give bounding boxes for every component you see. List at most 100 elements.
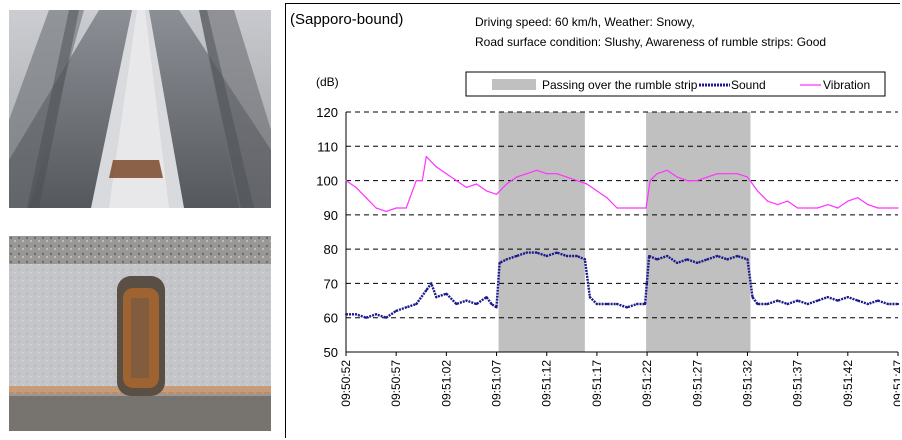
point-vibration-33: [656, 173, 658, 175]
y-tick-label-80: 80: [324, 242, 338, 257]
x-tick-label-7: 09:51:27: [690, 360, 704, 407]
point-sound-51: [796, 299, 799, 302]
point-vibration-40: [726, 173, 728, 175]
legend-shade-swatch: [492, 79, 536, 90]
point-vibration-24: [576, 180, 578, 182]
point-sound-30: [605, 302, 608, 306]
point-sound-8: [425, 289, 428, 292]
y-tick-label-90: 90: [324, 208, 338, 223]
point-vibration-10: [435, 166, 437, 168]
point-sound-14: [475, 302, 478, 306]
point-sound-42: [716, 254, 719, 258]
point-sound-56: [846, 296, 849, 299]
point-vibration-48: [807, 207, 809, 209]
point-sound-3: [375, 313, 378, 316]
point-sound-7: [415, 302, 418, 306]
chart-panel: (Sapporo-bound) Driving speed: 60 km/h, …: [285, 3, 900, 438]
chart-title: (Sapporo-bound): [290, 11, 403, 28]
point-sound-6: [405, 306, 408, 309]
y-tick-label-110: 110: [317, 139, 338, 154]
point-vibration-51: [837, 207, 839, 209]
x-tick-label-1: 09:50:57: [389, 360, 403, 407]
point-vibration-5: [395, 207, 397, 209]
point-sound-50: [786, 302, 789, 306]
point-sound-10: [435, 296, 438, 299]
point-vibration-9: [425, 156, 427, 158]
series-line-sound: [346, 251, 898, 319]
point-vibration-39: [716, 173, 718, 175]
point-vibration-55: [877, 207, 879, 209]
point-vibration-1: [355, 186, 357, 188]
y-tick-label-100: 100: [316, 174, 338, 189]
point-sound-15: [485, 296, 488, 299]
sound-vibration-chart: (Sapporo-bound) Driving speed: 60 km/h, …: [290, 11, 900, 407]
point-vibration-38: [706, 176, 708, 178]
point-sound-49: [776, 299, 779, 302]
point-sound-39: [686, 258, 689, 261]
point-vibration-14: [475, 183, 478, 185]
point-sound-23: [545, 254, 548, 258]
point-vibration-25: [586, 183, 588, 185]
point-sound-5: [395, 309, 398, 312]
point-vibration-4: [385, 210, 387, 212]
y-tick-label-70: 70: [324, 276, 338, 291]
point-vibration-15: [485, 190, 488, 192]
point-sound-16: [490, 302, 493, 306]
x-tick-label-8: 09:51:32: [740, 360, 754, 407]
snowy-road-photo: [9, 10, 271, 208]
point-sound-26: [575, 254, 578, 258]
point-vibration-44: [766, 200, 769, 202]
legend-vibration-label: Vibration: [823, 78, 870, 92]
point-vibration-47: [797, 207, 799, 209]
x-tick-label-11: 09:51:47: [891, 360, 900, 407]
point-sound-9: [430, 282, 433, 285]
point-vibration-12: [455, 180, 457, 182]
point-sound-35: [648, 254, 651, 258]
point-sound-33: [636, 302, 639, 306]
point-vibration-45: [777, 204, 779, 206]
y-axis-unit: (dB): [316, 75, 339, 89]
point-vibration-11: [445, 173, 447, 175]
point-vibration-36: [686, 180, 688, 182]
point-vibration-16: [495, 193, 498, 195]
point-sound-20: [515, 254, 518, 258]
point-vibration-23: [566, 176, 568, 178]
point-vibration-21: [546, 173, 548, 175]
point-sound-11: [445, 292, 448, 295]
point-vibration-17: [506, 183, 508, 185]
legend-sound-label: Sound: [731, 78, 766, 92]
point-vibration-49: [817, 207, 819, 209]
point-sound-18: [498, 261, 501, 264]
x-tick-label-5: 09:51:17: [590, 360, 604, 407]
point-sound-19: [505, 258, 508, 261]
point-sound-24: [555, 251, 558, 254]
point-vibration-57: [897, 207, 899, 209]
point-sound-27: [583, 258, 586, 261]
point-sound-44: [736, 254, 739, 258]
point-vibration-0: [345, 180, 347, 182]
x-tick-label-4: 09:51:12: [540, 360, 554, 407]
y-tick-label-50: 50: [324, 345, 338, 360]
point-vibration-20: [536, 169, 538, 171]
point-vibration-41: [736, 173, 738, 175]
y-tick-label-120: 120: [316, 105, 338, 120]
point-sound-54: [826, 296, 829, 299]
point-sound-13: [465, 299, 468, 302]
x-tick-label-2: 09:51:02: [439, 360, 453, 407]
legend-shade-label: Passing over the rumble strip: [542, 78, 698, 92]
conditions-line-1: Driving speed: 60 km/h, Weather: Snowy,: [475, 15, 695, 29]
x-tick-label-3: 09:51:07: [490, 360, 504, 407]
point-vibration-42: [746, 176, 749, 178]
point-sound-47: [756, 302, 759, 306]
point-sound-4: [385, 316, 388, 319]
point-sound-12: [455, 302, 458, 306]
point-sound-52: [806, 302, 809, 306]
point-sound-60: [886, 302, 890, 306]
point-sound-43: [726, 258, 729, 261]
point-vibration-43: [756, 190, 759, 192]
point-sound-55: [836, 299, 839, 302]
point-sound-46: [751, 296, 754, 299]
point-sound-28: [588, 296, 591, 299]
y-tick-label-60: 60: [324, 311, 338, 326]
point-vibration-50: [827, 204, 829, 206]
